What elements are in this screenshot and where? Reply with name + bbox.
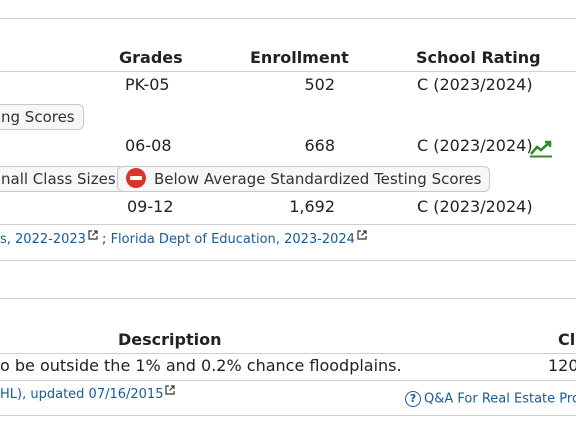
tag-label: ng Scores <box>1 108 75 126</box>
flood-cl-value: 120 <box>548 356 576 375</box>
qa-link-label[interactable]: Q&A For Real Estate Profe <box>424 391 576 407</box>
source-link-1[interactable]: s, 2022-2023 <box>0 232 86 247</box>
external-link-icon[interactable] <box>88 230 98 240</box>
school-enrollment: 1,692 <box>289 197 335 216</box>
no-entry-icon <box>126 168 146 188</box>
school-enrollment: 668 <box>304 136 335 155</box>
qa-link[interactable]: ? Q&A For Real Estate Profe <box>405 391 576 407</box>
card-bottom-border <box>0 260 576 261</box>
school-rating: C (2023/2024) <box>417 197 533 216</box>
header-divider <box>0 71 576 72</box>
question-circle-icon: ? <box>405 391 421 407</box>
school-grades: 06-08 <box>125 136 172 155</box>
header-cl: Cl <box>558 330 576 349</box>
card-bottom-border <box>0 415 576 416</box>
header-divider <box>0 353 576 354</box>
tag-testing-scores[interactable]: ng Scores <box>0 104 84 130</box>
school-enrollment: 502 <box>304 75 335 94</box>
tag-below-average-testing[interactable]: Below Average Standardized Testing Score… <box>117 166 491 192</box>
header-description: Description <box>118 330 222 349</box>
tag-label: nall Class Sizes <box>1 170 116 188</box>
school-rating: C (2023/2024) <box>417 136 533 155</box>
trend-up-icon <box>530 140 552 158</box>
tag-small-class-sizes[interactable]: nall Class Sizes <box>0 166 125 192</box>
card-top-border <box>0 298 576 299</box>
header-grades: Grades <box>119 48 183 67</box>
external-link-icon[interactable] <box>165 385 176 395</box>
sources-line: s, 2022-2023 ; Florida Dept of Education… <box>0 230 367 247</box>
external-link-icon[interactable] <box>357 230 367 240</box>
school-rating: C (2023/2024) <box>417 75 533 94</box>
rows-divider <box>0 380 576 381</box>
header-school-rating: School Rating <box>416 48 541 67</box>
source-link-2[interactable]: Florida Dept of Education, 2023-2024 <box>110 232 355 247</box>
school-grades: PK-05 <box>125 75 170 94</box>
flood-source-line: HL), updated 07/16/2015 <box>0 385 176 402</box>
school-grades: 09-12 <box>127 197 174 216</box>
flood-description: o be outside the 1% and 0.2% chance floo… <box>0 356 402 375</box>
rows-divider <box>0 224 576 225</box>
header-enrollment: Enrollment <box>250 48 349 67</box>
card-top-border <box>0 18 576 19</box>
flood-source-link[interactable]: HL), updated 07/16/2015 <box>0 387 164 402</box>
source-separator: ; <box>102 232 107 247</box>
tag-label: Below Average Standardized Testing Score… <box>154 170 482 188</box>
